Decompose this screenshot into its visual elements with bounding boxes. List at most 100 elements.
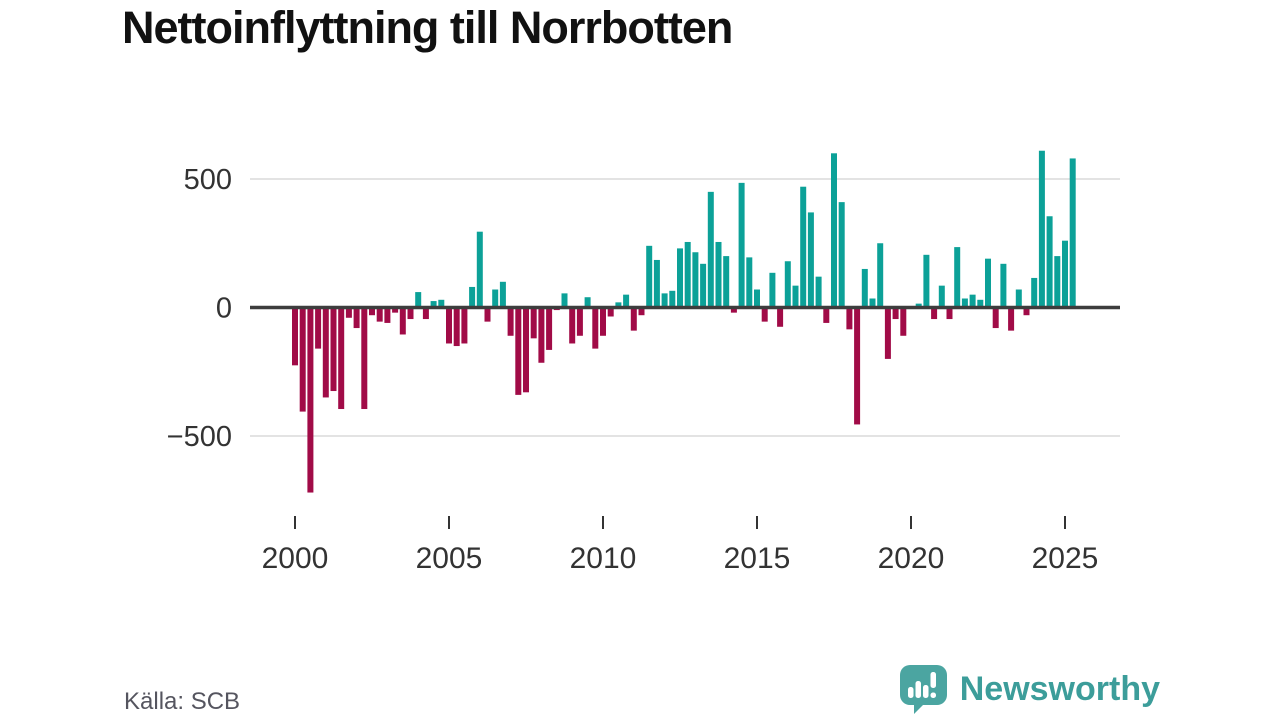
bar-2017-Q4 [838,202,845,308]
bar-2002-Q4 [376,307,383,322]
bar-2012-Q1 [661,293,668,308]
bar-2022-Q3 [985,258,991,308]
bar-2013-Q2 [700,263,707,308]
bar-2004-Q1 [415,292,422,308]
bar-2013-Q3 [707,191,714,308]
bar-2001-Q4 [345,307,352,318]
bar-2025-Q1 [1062,240,1068,308]
bar-2002-Q2 [361,307,368,410]
y-tick-label: 0 [216,293,232,325]
bar-2023-Q1 [1000,263,1007,308]
bar-2011-Q3 [646,245,653,308]
bar-2010-Q4 [623,294,630,308]
bar-2015-Q2 [761,307,768,322]
bar-2023-Q3 [1015,289,1022,308]
bar-2009-Q4 [592,307,599,349]
bar-2002-Q3 [369,307,375,316]
bar-2017-Q1 [815,276,822,308]
bar-2016-Q4 [807,212,814,308]
bar-2012-Q2 [669,290,676,308]
y-tick-label: −500 [167,421,232,453]
bar-2000-Q3 [307,307,314,493]
bar-2005-Q2 [453,307,460,347]
bar-2000-Q4 [315,307,322,349]
bar-2011-Q1 [630,307,637,331]
bar-2003-Q1 [384,307,391,323]
bar-2001-Q2 [330,307,337,392]
bar-2006-Q1 [476,231,483,308]
x-tick-label: 2000 [262,542,329,575]
bar-2014-Q1 [723,256,730,308]
bar-2003-Q3 [399,307,406,335]
x-tick-label: 2010 [570,542,637,575]
bar-2021-Q1 [938,285,945,308]
bar-2024-Q1 [1031,277,1038,308]
bar-chart: 500 0 −500 2000 2005 2010 2015 2020 2025 [167,150,1120,575]
bar-2009-Q3 [584,297,591,308]
bar-2014-Q3 [738,182,745,308]
bar-2004-Q2 [422,307,429,320]
bar-2011-Q2 [638,307,645,316]
bar-2020-Q4 [931,307,938,320]
bar-2007-Q4 [530,307,537,339]
bar-2011-Q4 [653,259,660,308]
bar-2015-Q3 [769,272,776,308]
bar-2018-Q2 [854,307,861,425]
bar-2022-Q4 [992,307,999,329]
bar-2016-Q1 [784,261,791,308]
bar-2009-Q1 [569,307,576,344]
bar-2022-Q2 [977,299,984,308]
y-tick-label: 500 [184,164,232,196]
bar-2024-Q4 [1054,256,1061,308]
brand-name: Newsworthy [959,669,1160,708]
bar-2014-Q2 [730,307,737,313]
bar-2018-Q4 [869,298,876,308]
bar-2001-Q1 [322,307,329,398]
x-tick-label: 2025 [1032,542,1099,575]
x-tick-label: 2015 [724,542,791,575]
bar-2025-Q2 [1069,158,1076,308]
chart-title: Nettoinflyttning till Norrbotten [122,2,733,53]
bar-2005-Q3 [461,307,468,344]
bar-2007-Q2 [515,307,522,395]
bar-2019-Q2 [884,307,891,359]
x-tick-label: 2005 [416,542,483,575]
bar-2017-Q2 [823,307,830,323]
bar-2018-Q1 [846,307,853,330]
bar-2014-Q4 [746,257,753,308]
bar-2006-Q2 [484,307,491,322]
bar-2016-Q3 [800,186,807,308]
bar-2007-Q1 [507,307,514,336]
bar-2000-Q2 [299,307,306,412]
bar-2019-Q1 [877,243,884,308]
bar-2006-Q4 [499,281,506,308]
bar-2023-Q4 [1023,307,1030,316]
bar-2012-Q3 [677,248,683,308]
newsworthy-icon [899,665,947,714]
bar-2017-Q3 [831,153,837,308]
bar-2013-Q4 [715,241,722,308]
bar-2016-Q2 [792,285,799,308]
bar-2004-Q4 [438,299,445,308]
bar-2012-Q4 [684,241,691,308]
newsworthy-logo: Newsworthy [899,664,1160,714]
bar-2008-Q1 [538,307,545,363]
bar-2001-Q3 [338,307,345,410]
bar-2008-Q4 [561,293,568,308]
bar-2010-Q3 [615,302,622,308]
bar-2005-Q1 [446,307,452,344]
bar-2002-Q1 [353,307,360,329]
bar-2020-Q2 [915,303,922,308]
bar-2023-Q2 [1008,307,1015,331]
bar-2024-Q3 [1046,216,1053,308]
bar-2010-Q2 [607,307,614,317]
bar-2020-Q3 [923,254,930,308]
bar-2022-Q1 [969,294,976,308]
bar-2015-Q4 [777,307,784,327]
bar-2021-Q4 [961,298,968,308]
bar-2018-Q3 [861,268,868,308]
bar-2019-Q3 [892,307,899,320]
source-note: Källa: SCB [124,688,241,715]
bar-2004-Q3 [430,301,437,308]
